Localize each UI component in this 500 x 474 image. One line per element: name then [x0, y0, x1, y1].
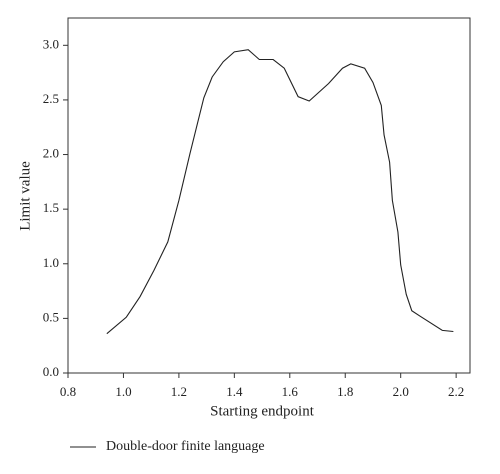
y-tick-label: 1.5 — [43, 200, 59, 215]
y-tick-label: 2.0 — [43, 146, 59, 161]
x-tick-label: 0.8 — [60, 384, 76, 399]
x-tick-label: 1.2 — [171, 384, 187, 399]
x-tick-label: 1.8 — [337, 384, 353, 399]
y-tick-label: 0.0 — [43, 364, 59, 379]
y-tick-label: 2.5 — [43, 91, 59, 106]
x-axis-label: Starting endpoint — [210, 403, 315, 419]
legend-label: Double-door finite language — [106, 439, 265, 454]
x-tick-label: 1.6 — [282, 384, 299, 399]
y-axis-label: Limit value — [17, 161, 33, 231]
y-tick-label: 1.0 — [43, 255, 59, 270]
x-tick-label: 2.0 — [393, 384, 409, 399]
plot-frame — [67, 17, 471, 374]
x-tick-label: 2.2 — [448, 384, 464, 399]
y-tick-label: 3.0 — [43, 36, 59, 51]
data-line — [106, 49, 454, 335]
x-tick-label: 1.4 — [226, 384, 243, 399]
x-tick-label: 1.0 — [115, 384, 131, 399]
y-tick-label: 0.5 — [43, 309, 59, 324]
